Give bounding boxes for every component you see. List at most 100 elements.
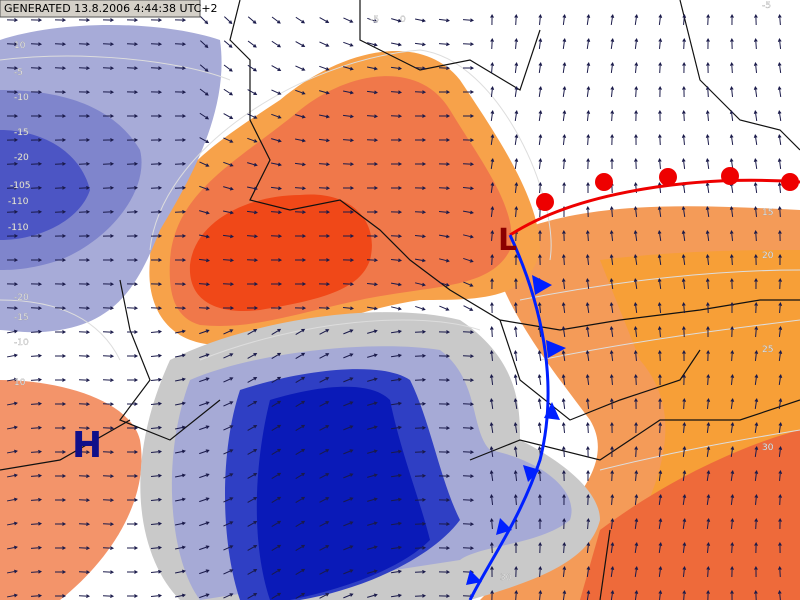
wind-arrow bbox=[753, 589, 758, 600]
wind-arrow bbox=[150, 114, 163, 118]
wind-arrow bbox=[270, 282, 283, 286]
wind-arrow bbox=[319, 353, 330, 359]
wind-arrow bbox=[705, 277, 710, 290]
wind-arrow bbox=[610, 133, 614, 146]
wind-arrow bbox=[78, 90, 91, 94]
wind-arrow bbox=[609, 302, 614, 314]
wind-arrow bbox=[366, 90, 378, 95]
wind-arrow bbox=[367, 473, 378, 478]
wind-arrow bbox=[102, 18, 115, 22]
wind-arrow bbox=[514, 62, 519, 74]
wind-arrow bbox=[102, 570, 115, 574]
wind-arrow bbox=[489, 422, 494, 434]
wind-arrow bbox=[126, 594, 139, 598]
wind-arrow bbox=[174, 90, 187, 94]
wind-arrow bbox=[414, 353, 427, 358]
wind-arrow bbox=[318, 210, 331, 214]
wind-arrow bbox=[150, 258, 163, 262]
wind-arrow bbox=[367, 545, 378, 550]
wind-arrow bbox=[199, 329, 210, 335]
wind-arrow bbox=[223, 64, 233, 72]
wind-arrow bbox=[390, 473, 402, 478]
wind-arrow bbox=[343, 449, 354, 455]
wind-arrow bbox=[150, 497, 163, 502]
wind-arrow bbox=[414, 66, 427, 71]
warm-front bbox=[509, 178, 800, 237]
wind-arrow bbox=[586, 445, 590, 458]
wind-arrow bbox=[585, 229, 590, 242]
wind-arrow bbox=[489, 398, 494, 410]
wind-arrow bbox=[102, 42, 115, 46]
wind-arrow bbox=[390, 90, 403, 95]
wind-arrow bbox=[367, 497, 378, 502]
wind-arrow bbox=[777, 565, 782, 578]
wind-arrow bbox=[78, 594, 91, 598]
wind-arrow bbox=[6, 401, 18, 406]
wind-arrow bbox=[78, 330, 91, 334]
wind-arrow bbox=[294, 210, 307, 214]
wind-arrow bbox=[367, 425, 378, 430]
wind-arrow bbox=[390, 329, 402, 334]
wind-arrow bbox=[247, 473, 258, 479]
wind-arrow bbox=[513, 301, 518, 314]
wind-arrow bbox=[462, 186, 475, 191]
wind-arrow bbox=[247, 89, 258, 95]
wind-arrow bbox=[682, 470, 687, 482]
wind-arrow bbox=[150, 66, 163, 71]
wind-arrow bbox=[462, 114, 475, 118]
wind-arrow bbox=[414, 18, 426, 23]
wind-arrow bbox=[30, 234, 43, 238]
wind-arrow bbox=[609, 373, 614, 386]
wind-arrow bbox=[586, 517, 591, 530]
wind-arrow bbox=[610, 14, 615, 26]
wind-arrow bbox=[366, 282, 379, 287]
wind-arrow bbox=[513, 374, 518, 386]
wind-arrow bbox=[78, 570, 91, 574]
wind-arrow bbox=[489, 493, 494, 506]
contour-label: 10 bbox=[14, 378, 26, 388]
wind-arrow bbox=[778, 422, 783, 434]
wind-arrow bbox=[777, 62, 782, 74]
wind-arrow bbox=[586, 157, 590, 170]
wind-arrow bbox=[754, 493, 759, 506]
wind-arrow bbox=[150, 449, 163, 454]
wind-arrow bbox=[102, 114, 115, 118]
wind-arrow bbox=[390, 569, 402, 574]
wind-arrow bbox=[730, 349, 735, 362]
wind-arrow bbox=[658, 445, 663, 458]
wind-arrow bbox=[6, 569, 18, 574]
wind-arrow bbox=[490, 37, 495, 50]
wind-arrow bbox=[514, 158, 519, 170]
wind-arrow bbox=[730, 446, 735, 458]
wind-arrow bbox=[271, 113, 282, 119]
wind-arrow bbox=[30, 401, 43, 406]
cold-front bbox=[468, 234, 550, 600]
wind-arrow bbox=[585, 397, 590, 410]
wind-arrow bbox=[271, 592, 282, 600]
wind-arrow bbox=[462, 474, 475, 479]
wind-arrow bbox=[319, 65, 330, 71]
wind-arrow bbox=[150, 162, 163, 166]
wind-arrow bbox=[391, 306, 402, 311]
wind-arrow bbox=[561, 445, 566, 458]
wind-arrow bbox=[102, 210, 115, 214]
wind-arrow bbox=[342, 234, 355, 238]
wind-arrow bbox=[754, 13, 758, 26]
wind-arrow bbox=[319, 521, 330, 527]
wind-arrow bbox=[271, 40, 282, 48]
wind-arrow bbox=[343, 497, 354, 503]
wind-arrow bbox=[462, 378, 475, 383]
wind-arrow bbox=[754, 374, 759, 386]
wind-arrow bbox=[562, 181, 566, 194]
wind-arrow bbox=[633, 349, 638, 362]
contour-label: -110 bbox=[8, 223, 29, 233]
wind-arrow bbox=[658, 566, 663, 578]
wind-arrow bbox=[634, 38, 639, 50]
wind-arrow bbox=[199, 88, 209, 96]
wind-arrow bbox=[537, 422, 542, 434]
wind-arrow bbox=[778, 446, 783, 458]
wind-arrow bbox=[730, 373, 735, 386]
wind-arrow bbox=[682, 494, 687, 506]
wind-arrow bbox=[753, 158, 758, 170]
wind-arrow bbox=[102, 450, 115, 454]
